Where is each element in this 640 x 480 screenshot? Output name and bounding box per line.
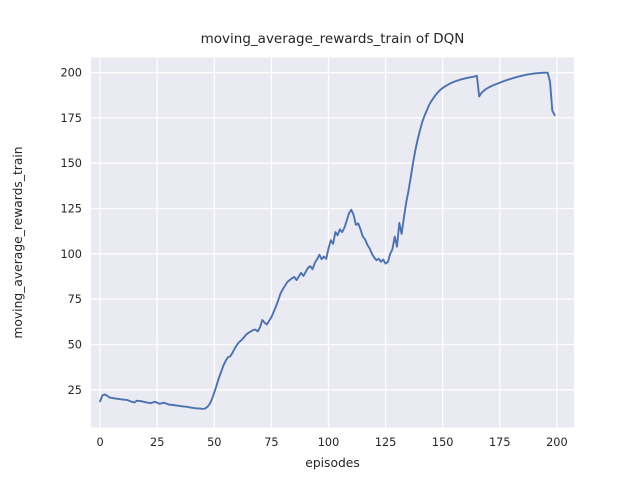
y-gridlines — [91, 71, 574, 391]
y-axis-label: moving_average_rewards_train — [11, 146, 25, 338]
tick-label: 200 — [546, 436, 568, 449]
tick-label: 100 — [318, 436, 340, 449]
tick-label: 125 — [375, 436, 397, 449]
tick-label: 0 — [97, 436, 104, 449]
tick-label: 75 — [68, 293, 82, 306]
tick-label: 200 — [60, 67, 82, 80]
x-tick-labels: 0 25 50 75 100 125 150 175 200 — [97, 436, 568, 449]
data-line — [99, 71, 556, 410]
tick-label: 175 — [60, 112, 82, 125]
tick-label: 25 — [150, 436, 164, 449]
tick-label: 100 — [60, 248, 82, 261]
tick-label: 150 — [432, 436, 454, 449]
tick-label: 75 — [264, 436, 278, 449]
tick-label: 150 — [60, 157, 82, 170]
tick-label: 50 — [207, 436, 221, 449]
tick-label: 50 — [68, 338, 82, 351]
x-gridlines — [99, 57, 558, 428]
x-axis-label: episodes — [305, 456, 360, 470]
tick-label: 25 — [68, 384, 82, 397]
tick-label: 175 — [489, 436, 511, 449]
chart-title: moving_average_rewards_train of DQN — [201, 31, 465, 47]
tick-label: 125 — [60, 203, 82, 216]
y-tick-labels: 25 50 75 100 125 150 175 200 — [60, 67, 82, 397]
